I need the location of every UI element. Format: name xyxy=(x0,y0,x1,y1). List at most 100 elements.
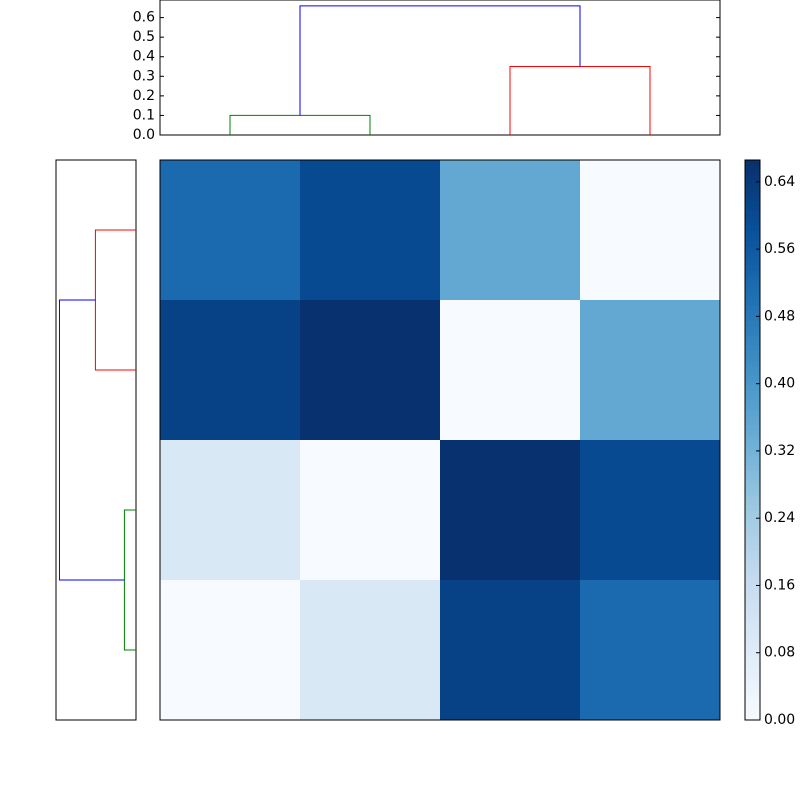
colorbar-step xyxy=(745,340,760,346)
colorbar-step xyxy=(745,705,760,711)
y-tick-label: 0.0 xyxy=(133,127,155,143)
colorbar-step xyxy=(745,645,760,651)
colorbar-step xyxy=(745,545,760,551)
colorbar-step xyxy=(745,445,760,451)
colorbar-tick-label: 0.48 xyxy=(764,308,795,324)
colorbar-step xyxy=(745,650,760,656)
heatmap-cell xyxy=(440,300,581,441)
colorbar-step xyxy=(745,295,760,301)
colorbar-step xyxy=(745,230,760,236)
heatmap-cell xyxy=(580,580,721,721)
colorbar-step xyxy=(745,510,760,516)
colorbar-step xyxy=(745,235,760,241)
axes-frame xyxy=(159,0,721,136)
colorbar-step xyxy=(745,640,760,646)
colorbar-step xyxy=(745,360,760,366)
colorbar-step xyxy=(745,270,760,276)
y-tick-label: 0.5 xyxy=(133,29,155,45)
colorbar-step xyxy=(745,565,760,571)
colorbar-step xyxy=(745,425,760,431)
colorbar-step xyxy=(745,440,760,446)
colorbar-step xyxy=(745,320,760,326)
colorbar-step xyxy=(745,540,760,546)
y-tick-label: 0.1 xyxy=(133,107,155,123)
colorbar-step xyxy=(745,505,760,511)
colorbar-step xyxy=(745,225,760,231)
colorbar-step xyxy=(745,600,760,606)
colorbar-step xyxy=(745,480,760,486)
heatmap-cell xyxy=(440,160,581,301)
colorbar-step xyxy=(745,520,760,526)
colorbar-step xyxy=(745,165,760,171)
colorbar-step xyxy=(745,490,760,496)
axes-frame xyxy=(159,159,721,721)
y-tick-label: 0.6 xyxy=(133,10,155,26)
colorbar-step xyxy=(745,575,760,581)
y-tick-label: 0.4 xyxy=(133,49,155,65)
colorbar-step xyxy=(745,195,760,201)
colorbar-tick-label: 0.32 xyxy=(764,443,795,459)
heatmap-cell xyxy=(580,440,721,581)
colorbar-step xyxy=(745,190,760,196)
heatmap-cell xyxy=(160,440,301,581)
dendrogram-link xyxy=(509,66,651,135)
colorbar-step xyxy=(745,330,760,336)
colorbar-step xyxy=(745,390,760,396)
colorbar-step xyxy=(745,400,760,406)
colorbar-step xyxy=(745,370,760,376)
heatmap-cell xyxy=(580,160,721,301)
colorbar-step xyxy=(745,635,760,641)
colorbar-tick-label: 0.24 xyxy=(764,510,795,526)
heatmap-cell xyxy=(160,160,301,301)
colorbar-step xyxy=(745,525,760,531)
colorbar-step xyxy=(745,615,760,621)
colorbar-step xyxy=(745,550,760,556)
heatmap-cell xyxy=(300,300,441,441)
colorbar-step xyxy=(745,410,760,416)
colorbar-step xyxy=(745,665,760,671)
colorbar-step xyxy=(745,395,760,401)
colorbar-step xyxy=(745,335,760,341)
colorbar-step xyxy=(745,695,760,701)
dendrogram-link xyxy=(58,299,125,581)
heatmap-cell xyxy=(300,160,441,301)
colorbar-step xyxy=(745,715,760,721)
colorbar-step xyxy=(745,655,760,661)
colorbar-step xyxy=(745,630,760,636)
colorbar-step xyxy=(745,515,760,521)
colorbar-step xyxy=(745,245,760,251)
colorbar-step xyxy=(745,215,760,221)
colorbar-step xyxy=(745,405,760,411)
colorbar-step xyxy=(745,250,760,256)
colorbar-step xyxy=(745,485,760,491)
heatmap-cell xyxy=(160,300,301,441)
colorbar-step xyxy=(745,285,760,291)
colorbar-step xyxy=(745,385,760,391)
heatmap-cell xyxy=(440,580,581,721)
colorbar-step xyxy=(745,460,760,466)
dendrogram-link xyxy=(299,5,581,116)
colorbar-step xyxy=(745,325,760,331)
colorbar-step xyxy=(745,315,760,321)
heatmap-cell xyxy=(440,440,581,581)
colorbar-step xyxy=(745,185,760,191)
colorbar-step xyxy=(745,350,760,356)
heatmap-cell xyxy=(580,300,721,441)
colorbar-step xyxy=(745,430,760,436)
colorbar-step xyxy=(745,300,760,306)
colorbar-tick-label: 0.08 xyxy=(764,645,795,661)
heatmap-cell xyxy=(300,440,441,581)
colorbar-step xyxy=(745,605,760,611)
colorbar-step xyxy=(745,305,760,311)
y-tick-label: 0.3 xyxy=(133,68,155,84)
colorbar-step xyxy=(745,255,760,261)
dendrogram-link xyxy=(229,114,371,135)
colorbar-step xyxy=(745,345,760,351)
colorbar-step xyxy=(745,420,760,426)
colorbar-step xyxy=(745,175,760,181)
colorbar-step xyxy=(745,675,760,681)
colorbar-step xyxy=(745,530,760,536)
colorbar-step xyxy=(745,535,760,541)
colorbar-step xyxy=(745,450,760,456)
colorbar-step xyxy=(745,470,760,476)
